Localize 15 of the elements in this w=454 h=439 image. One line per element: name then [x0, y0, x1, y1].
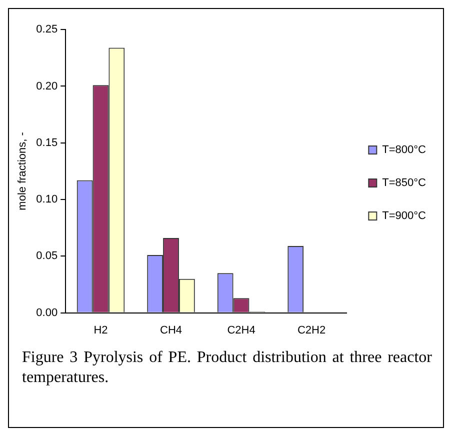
x-tick-label: C2H2	[297, 324, 326, 336]
caption: Figure 3 Pyrolysis of PE. Product distribution at three reactor temperatures.	[22, 348, 432, 388]
y-tick-label: 0.20	[36, 80, 58, 92]
y-tick-label: 0.00	[36, 306, 58, 319]
y-tick-label: 0.25	[36, 24, 58, 36]
y-tick-label: 0.15	[36, 136, 58, 149]
x-tick-label: C2H4	[227, 324, 256, 336]
legend-label: T=900°C	[382, 210, 426, 222]
y-tick-label: 0.05	[36, 250, 58, 262]
legend-label: T=850°C	[382, 177, 426, 190]
x-tick-label: CH4	[160, 324, 182, 336]
x-tick-label: H2	[94, 324, 108, 336]
legend-label: T=800°C	[382, 144, 426, 156]
y-axis-title: mole fractions, -	[16, 132, 29, 210]
y-tick-label: 0.10	[36, 194, 58, 206]
